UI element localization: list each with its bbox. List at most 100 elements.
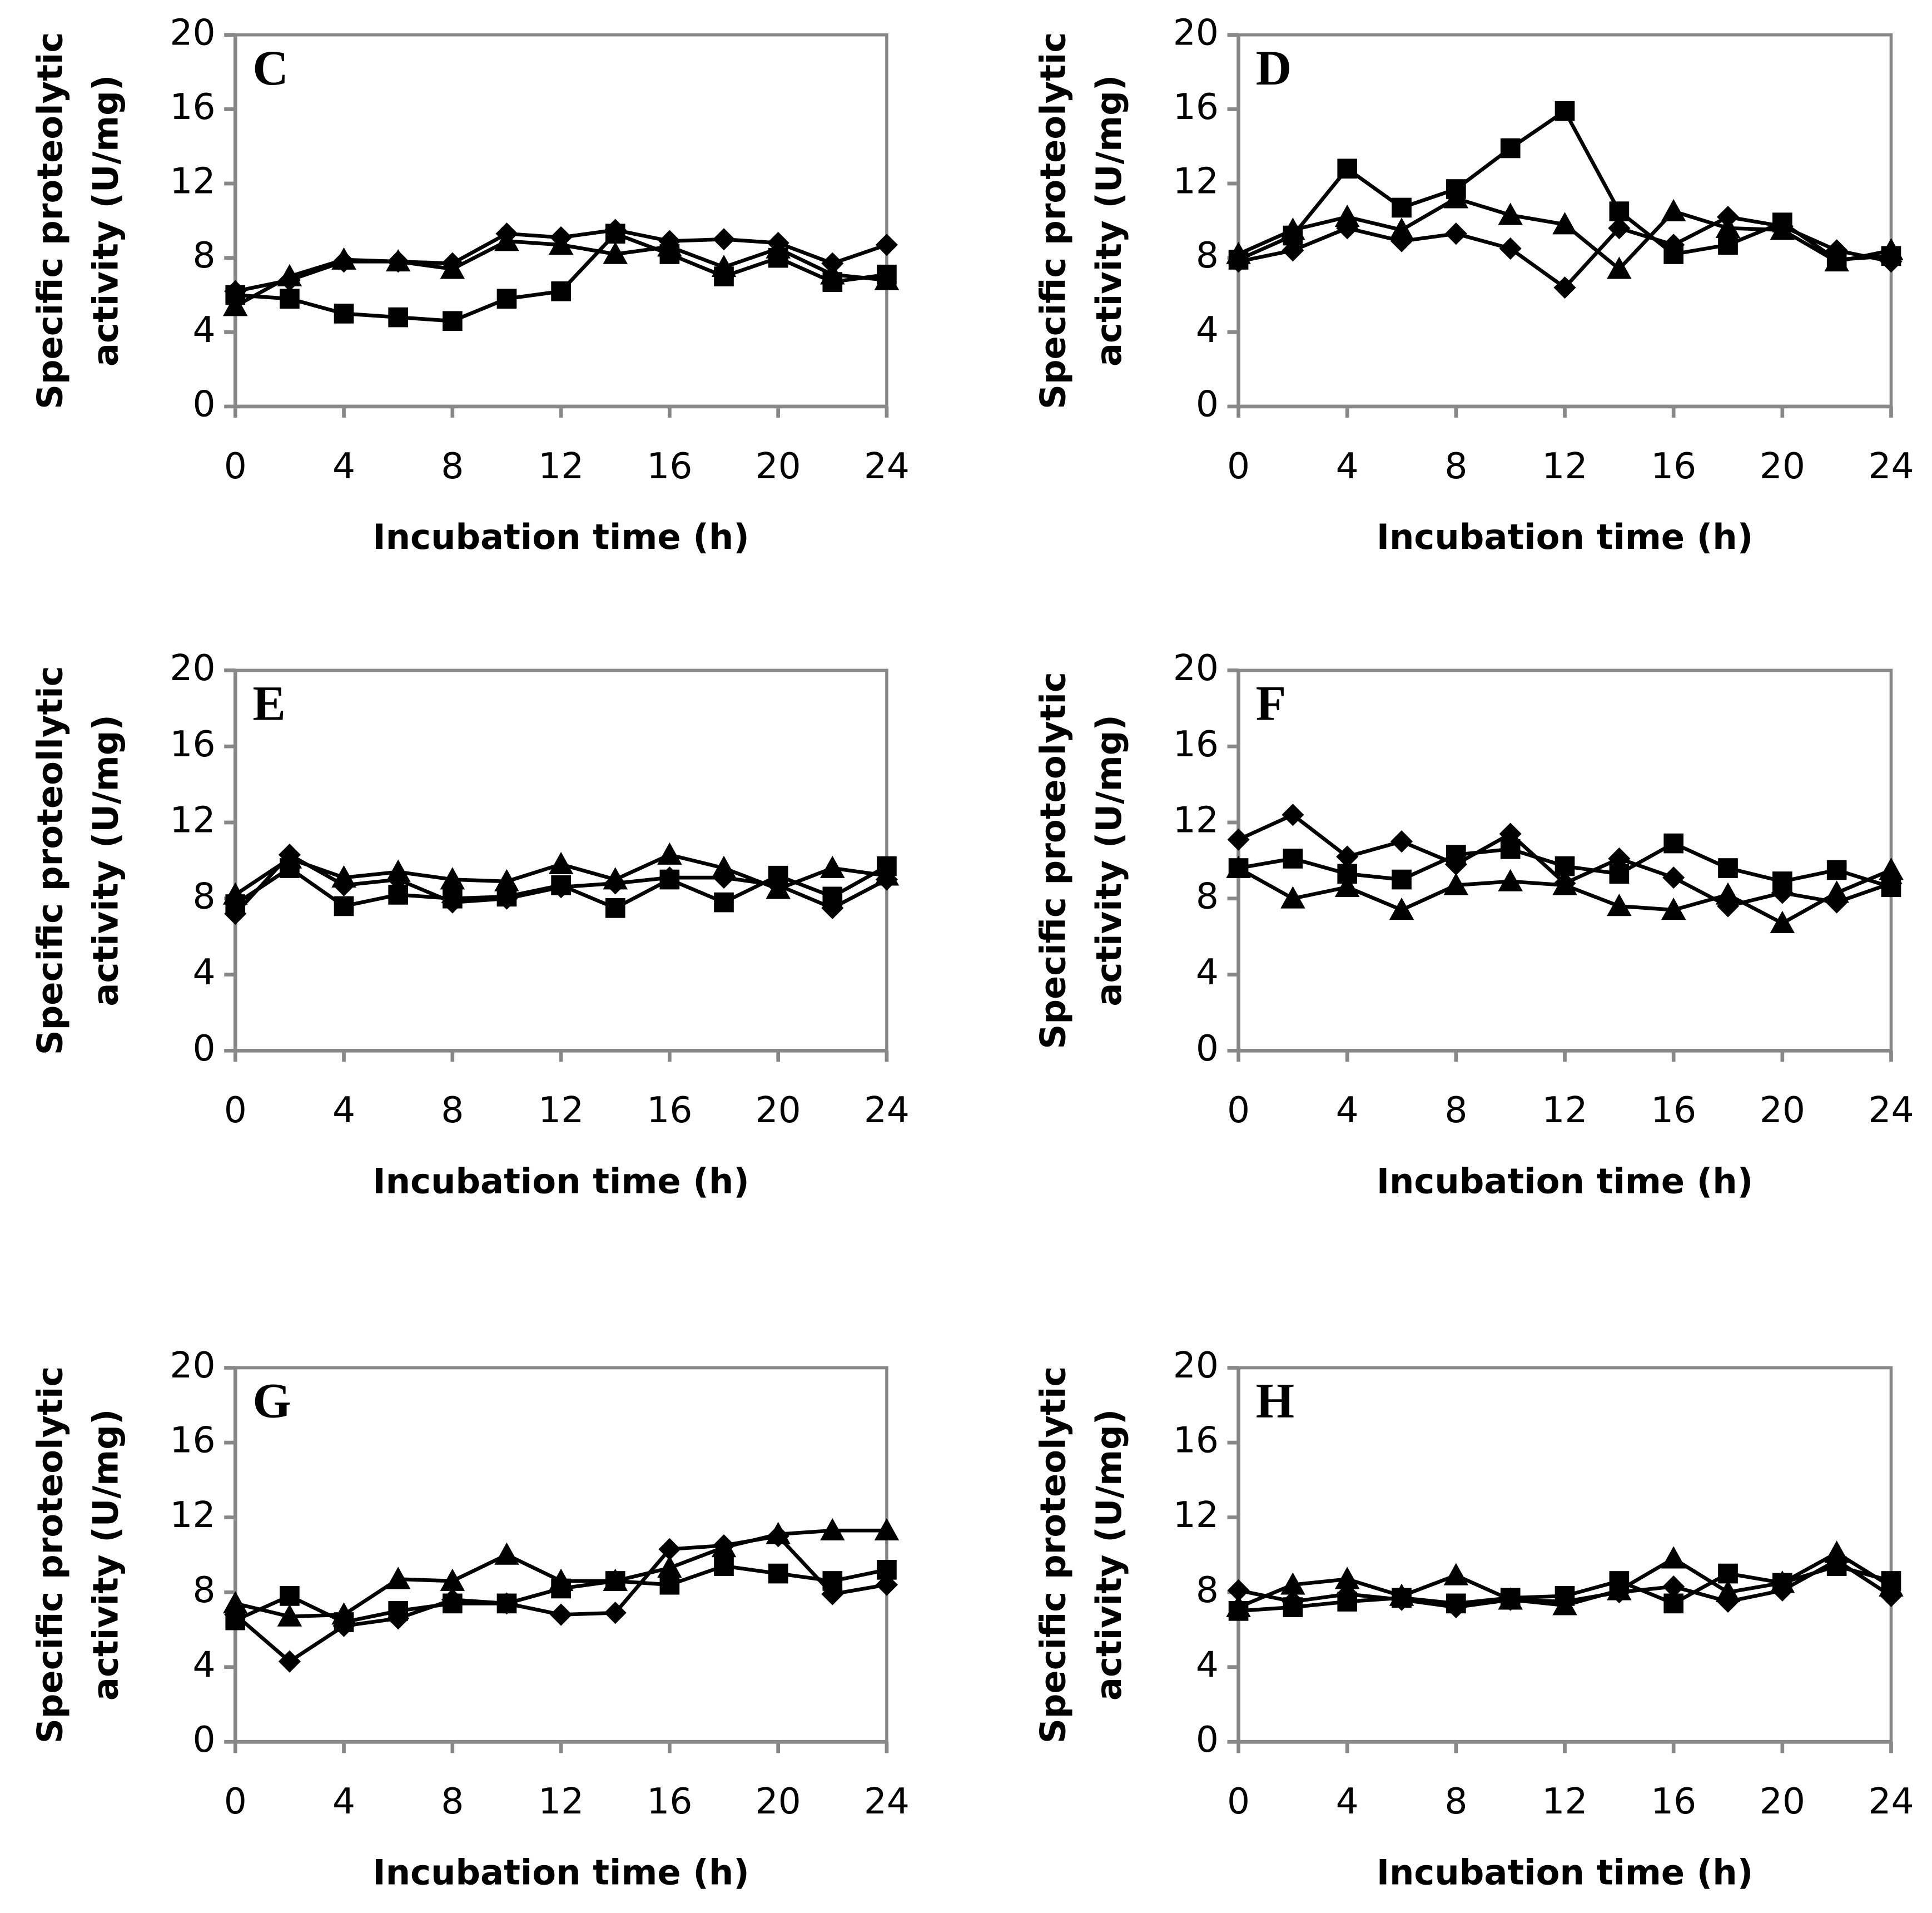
triangle-marker [1607,894,1632,916]
triangle-marker [1879,1574,1904,1597]
x-tick-label: 8 [441,445,464,487]
x-axis-title: Incubation time (h) [373,1161,749,1201]
plot-frame [234,1366,888,1744]
triangle-marker [1824,249,1849,272]
triangle-marker [1334,1567,1360,1589]
x-axis-title: Incubation time (h) [1377,517,1753,557]
diamond-marker [1499,237,1522,260]
triangle-marker [820,855,845,878]
diamond-marker [1553,276,1576,299]
x-tick-label: 16 [1651,1089,1696,1131]
x-tick-label: 16 [647,445,692,487]
x-tick-label: 4 [1336,445,1359,487]
triangle-marker [657,234,682,257]
triangle-marker [820,262,845,285]
y-tick-label: 20 [170,647,215,689]
x-tick-label: 12 [1542,445,1587,487]
y-tick-label: 20 [1173,12,1219,53]
triangle-marker [1607,1578,1632,1600]
square-marker [1554,856,1575,876]
y-axis-title: Specific proteolytic [1033,1366,1074,1743]
triangle-marker [1770,910,1795,934]
triangle-marker [1715,882,1741,905]
square-marker [1283,849,1303,869]
x-tick-label: 24 [864,1781,910,1822]
triangle-marker [874,1518,900,1541]
triangle-marker [385,249,411,272]
square-marker [1554,101,1575,121]
panel-label: E [252,677,285,731]
square-marker [496,289,517,309]
triangle-marker [1498,202,1523,225]
plot-frame [1236,1366,1893,1744]
triangle-marker [277,846,302,869]
x-tick-label: 0 [224,1781,247,1822]
square-marker [1772,871,1792,891]
y-tick-label: 4 [1196,951,1219,993]
x-tick-label: 16 [1651,1781,1696,1822]
y-tick-label: 0 [193,1719,216,1761]
triangle-marker [1661,897,1686,920]
triangle-marker [711,1535,737,1558]
square-marker [496,1593,517,1614]
triangle-marker [222,294,248,316]
y-axis-title: Specific proteolytic [29,32,70,409]
triangle-marker [1552,873,1577,895]
triangle-marker [766,876,791,899]
triangle-marker [1389,217,1414,240]
triangle-marker [711,255,737,277]
triangle-marker [1389,1583,1414,1606]
triangle-marker [711,855,737,878]
square-marker [1609,864,1630,884]
x-tick-label: 4 [1336,1781,1359,1822]
triangle-marker [766,236,791,259]
triangle-marker [277,1604,302,1627]
panel: 0 4 8 12 16 20 0 4 8 12 16 20 24 Incubation time (h) S… [29,12,910,557]
square-marker [659,1574,680,1595]
square-marker [334,896,354,916]
triangle-marker [1824,1540,1849,1563]
triangle-marker [1280,1572,1305,1595]
triangle-marker [1498,1587,1523,1610]
square-marker [225,1610,246,1630]
triangle-marker [1552,1593,1577,1615]
y-axis-title: Specific proteolytic [1033,32,1074,409]
plot-frame [234,33,888,408]
y-tick-label: 4 [193,1644,216,1686]
x-tick-label: 16 [1651,445,1696,487]
triangle-marker [603,867,628,890]
square-marker [388,307,408,328]
x-tick-label: 12 [538,1781,584,1822]
x-tick-label: 24 [864,1089,910,1131]
panel: 0 4 8 12 16 20 0 4 8 12 16 20 24 Incubation time (h) S… [1033,647,1914,1201]
y-tick-label: 12 [170,800,215,841]
triangle-marker [1443,1563,1469,1585]
triangle-marker [1715,1579,1741,1603]
y-tick-label: 0 [1196,1028,1219,1069]
diamond-marker [1444,222,1467,245]
triangle-marker [548,1568,574,1591]
square-marker [714,1556,734,1576]
panel: 0 4 8 12 16 20 0 4 8 12 16 20 24 Incubation time (h) S… [29,1345,910,1892]
y-axis-title: Specific proteollytic [29,666,70,1055]
triangle-marker [874,267,900,290]
panel-label: F [1256,677,1286,731]
square-marker [442,311,463,331]
y-axis-title: activity (U/mg) [1089,75,1129,366]
x-tick-label: 24 [1868,1781,1914,1822]
square-marker [1663,244,1684,264]
triangle-marker [603,241,628,264]
triangle-marker [1879,238,1904,261]
triangle-marker [1661,1546,1686,1569]
panel-label: H [1256,1374,1294,1429]
y-tick-label: 16 [1173,1420,1219,1461]
square-marker [822,886,843,907]
y-axis-title: activity (U/mg) [86,1409,126,1701]
y-tick-label: 16 [170,86,215,128]
triangle-marker [874,863,900,886]
y-tick-label: 16 [170,1420,215,1461]
y-tick-label: 0 [1196,384,1219,425]
square-marker [334,304,354,324]
triangle-marker [494,229,519,251]
